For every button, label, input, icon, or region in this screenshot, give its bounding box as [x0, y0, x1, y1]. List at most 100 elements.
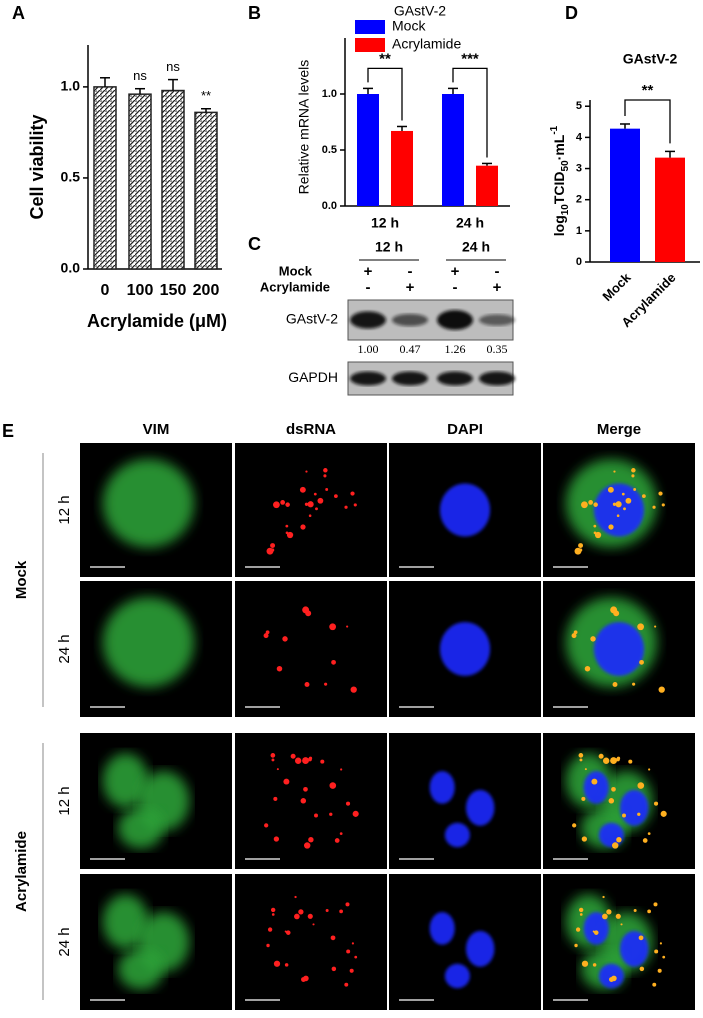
dsrna-signal	[658, 491, 663, 496]
dsrna-signal	[602, 913, 608, 920]
micrograph	[543, 733, 695, 869]
quant-label: 1.00	[358, 342, 379, 356]
row-label: 24 h	[56, 927, 73, 956]
dsrna-signal	[273, 960, 281, 967]
x-tick-label: 0	[101, 282, 110, 299]
micrograph-bg	[235, 443, 387, 577]
dsrna-signal	[284, 930, 287, 933]
dsrna-signal	[606, 909, 612, 915]
error-bar	[201, 107, 211, 113]
bar	[391, 130, 413, 206]
dsrna-signal	[271, 758, 275, 762]
dsrna-signal	[267, 927, 273, 932]
column-label: Merge	[597, 421, 641, 438]
dsrna-signal	[639, 659, 644, 665]
sign: +	[364, 263, 373, 280]
dsrna-signal	[325, 488, 329, 491]
y-axis-title-part: log	[551, 215, 567, 236]
dsrna-signal	[325, 908, 329, 912]
micrograph	[80, 733, 232, 869]
dsrna-signal	[344, 505, 348, 509]
quant-label: 1.26	[445, 342, 466, 356]
micrograph	[543, 443, 695, 577]
y-tick-label: 3	[576, 162, 582, 174]
y-tick-label: 1.0	[322, 88, 337, 100]
dsrna-signal	[331, 966, 337, 972]
dsrna-signal	[579, 758, 583, 762]
dsrna-signal	[581, 960, 589, 967]
dapi-signal	[593, 622, 645, 676]
dapi-signal	[593, 483, 645, 537]
dsrna-signal	[625, 497, 632, 504]
error-bar	[168, 78, 178, 91]
dsrna-signal	[270, 907, 276, 913]
dsrna-signal	[581, 796, 586, 801]
dsrna-signal	[331, 659, 336, 665]
dsrna-signal	[658, 686, 665, 693]
y-tick-label: 4	[576, 131, 583, 143]
sign: -	[408, 263, 413, 280]
dapi-signal	[619, 789, 649, 826]
band-label: GAstV-2	[286, 311, 338, 327]
dapi-signal	[429, 771, 455, 804]
dapi-signal	[439, 483, 491, 537]
bar	[610, 128, 640, 262]
dsrna-signal	[623, 507, 626, 511]
band-label: GAPDH	[288, 369, 338, 385]
dsrna-signal	[657, 968, 662, 973]
dapi-signal	[439, 622, 491, 676]
dsrna-signal	[283, 778, 290, 785]
micrograph	[543, 581, 695, 717]
dsrna-signal	[265, 630, 270, 635]
dsrna-signal	[303, 786, 308, 792]
dsrna-signal	[329, 812, 333, 816]
dsrna-signal	[653, 902, 658, 907]
dsrna-signal	[299, 486, 306, 493]
dsrna-signal	[609, 977, 614, 982]
dsrna-signal	[290, 753, 296, 759]
y-axis-title: Cell viability	[27, 114, 47, 219]
dsrna-signal	[294, 913, 300, 920]
dsrna-signal	[339, 909, 343, 914]
legend-label: Acrylamide	[392, 36, 461, 52]
column-label: VIM	[143, 421, 170, 438]
error-bar	[135, 87, 145, 95]
dapi-signal	[598, 822, 624, 848]
dsrna-signal	[652, 982, 657, 987]
dsrna-signal	[578, 753, 584, 758]
y-axis-title-part: -1	[549, 125, 560, 134]
significance-label: **	[379, 50, 391, 67]
dsrna-signal	[307, 913, 313, 919]
y-tick-label: 0.0	[61, 260, 81, 276]
significance-label: **	[642, 82, 654, 99]
dsrna-signal	[273, 796, 278, 801]
dsrna-signal	[276, 665, 283, 672]
y-tick-label: 0.5	[61, 169, 81, 185]
dsrna-signal	[573, 630, 578, 635]
legend-swatch	[355, 20, 385, 34]
dapi-signal	[444, 963, 470, 989]
row-label: Acrylamide	[260, 279, 330, 294]
sign: -	[495, 263, 500, 280]
dsrna-signal	[632, 682, 636, 686]
dsrna-signal	[323, 468, 328, 473]
dsrna-signal	[616, 514, 620, 517]
dsrna-signal	[345, 801, 351, 806]
dsrna-signal	[660, 810, 667, 817]
dsrna-signal	[588, 500, 594, 505]
dsrna-signal	[351, 942, 354, 945]
micrograph-bg	[235, 581, 387, 717]
x-tick-label: 12 h	[371, 215, 399, 231]
value-annotation: ns	[166, 59, 180, 74]
dsrna-signal	[611, 786, 616, 792]
dsrna-signal	[611, 842, 619, 849]
dsrna-signal	[642, 494, 646, 498]
vim-signal	[118, 807, 164, 849]
dsrna-signal	[571, 633, 577, 639]
dsrna-signal	[579, 913, 583, 916]
panel-label: D	[565, 3, 578, 23]
dapi-signal	[598, 963, 624, 989]
dsrna-signal	[579, 548, 583, 552]
error-bar	[363, 87, 373, 94]
sign: -	[453, 279, 458, 296]
